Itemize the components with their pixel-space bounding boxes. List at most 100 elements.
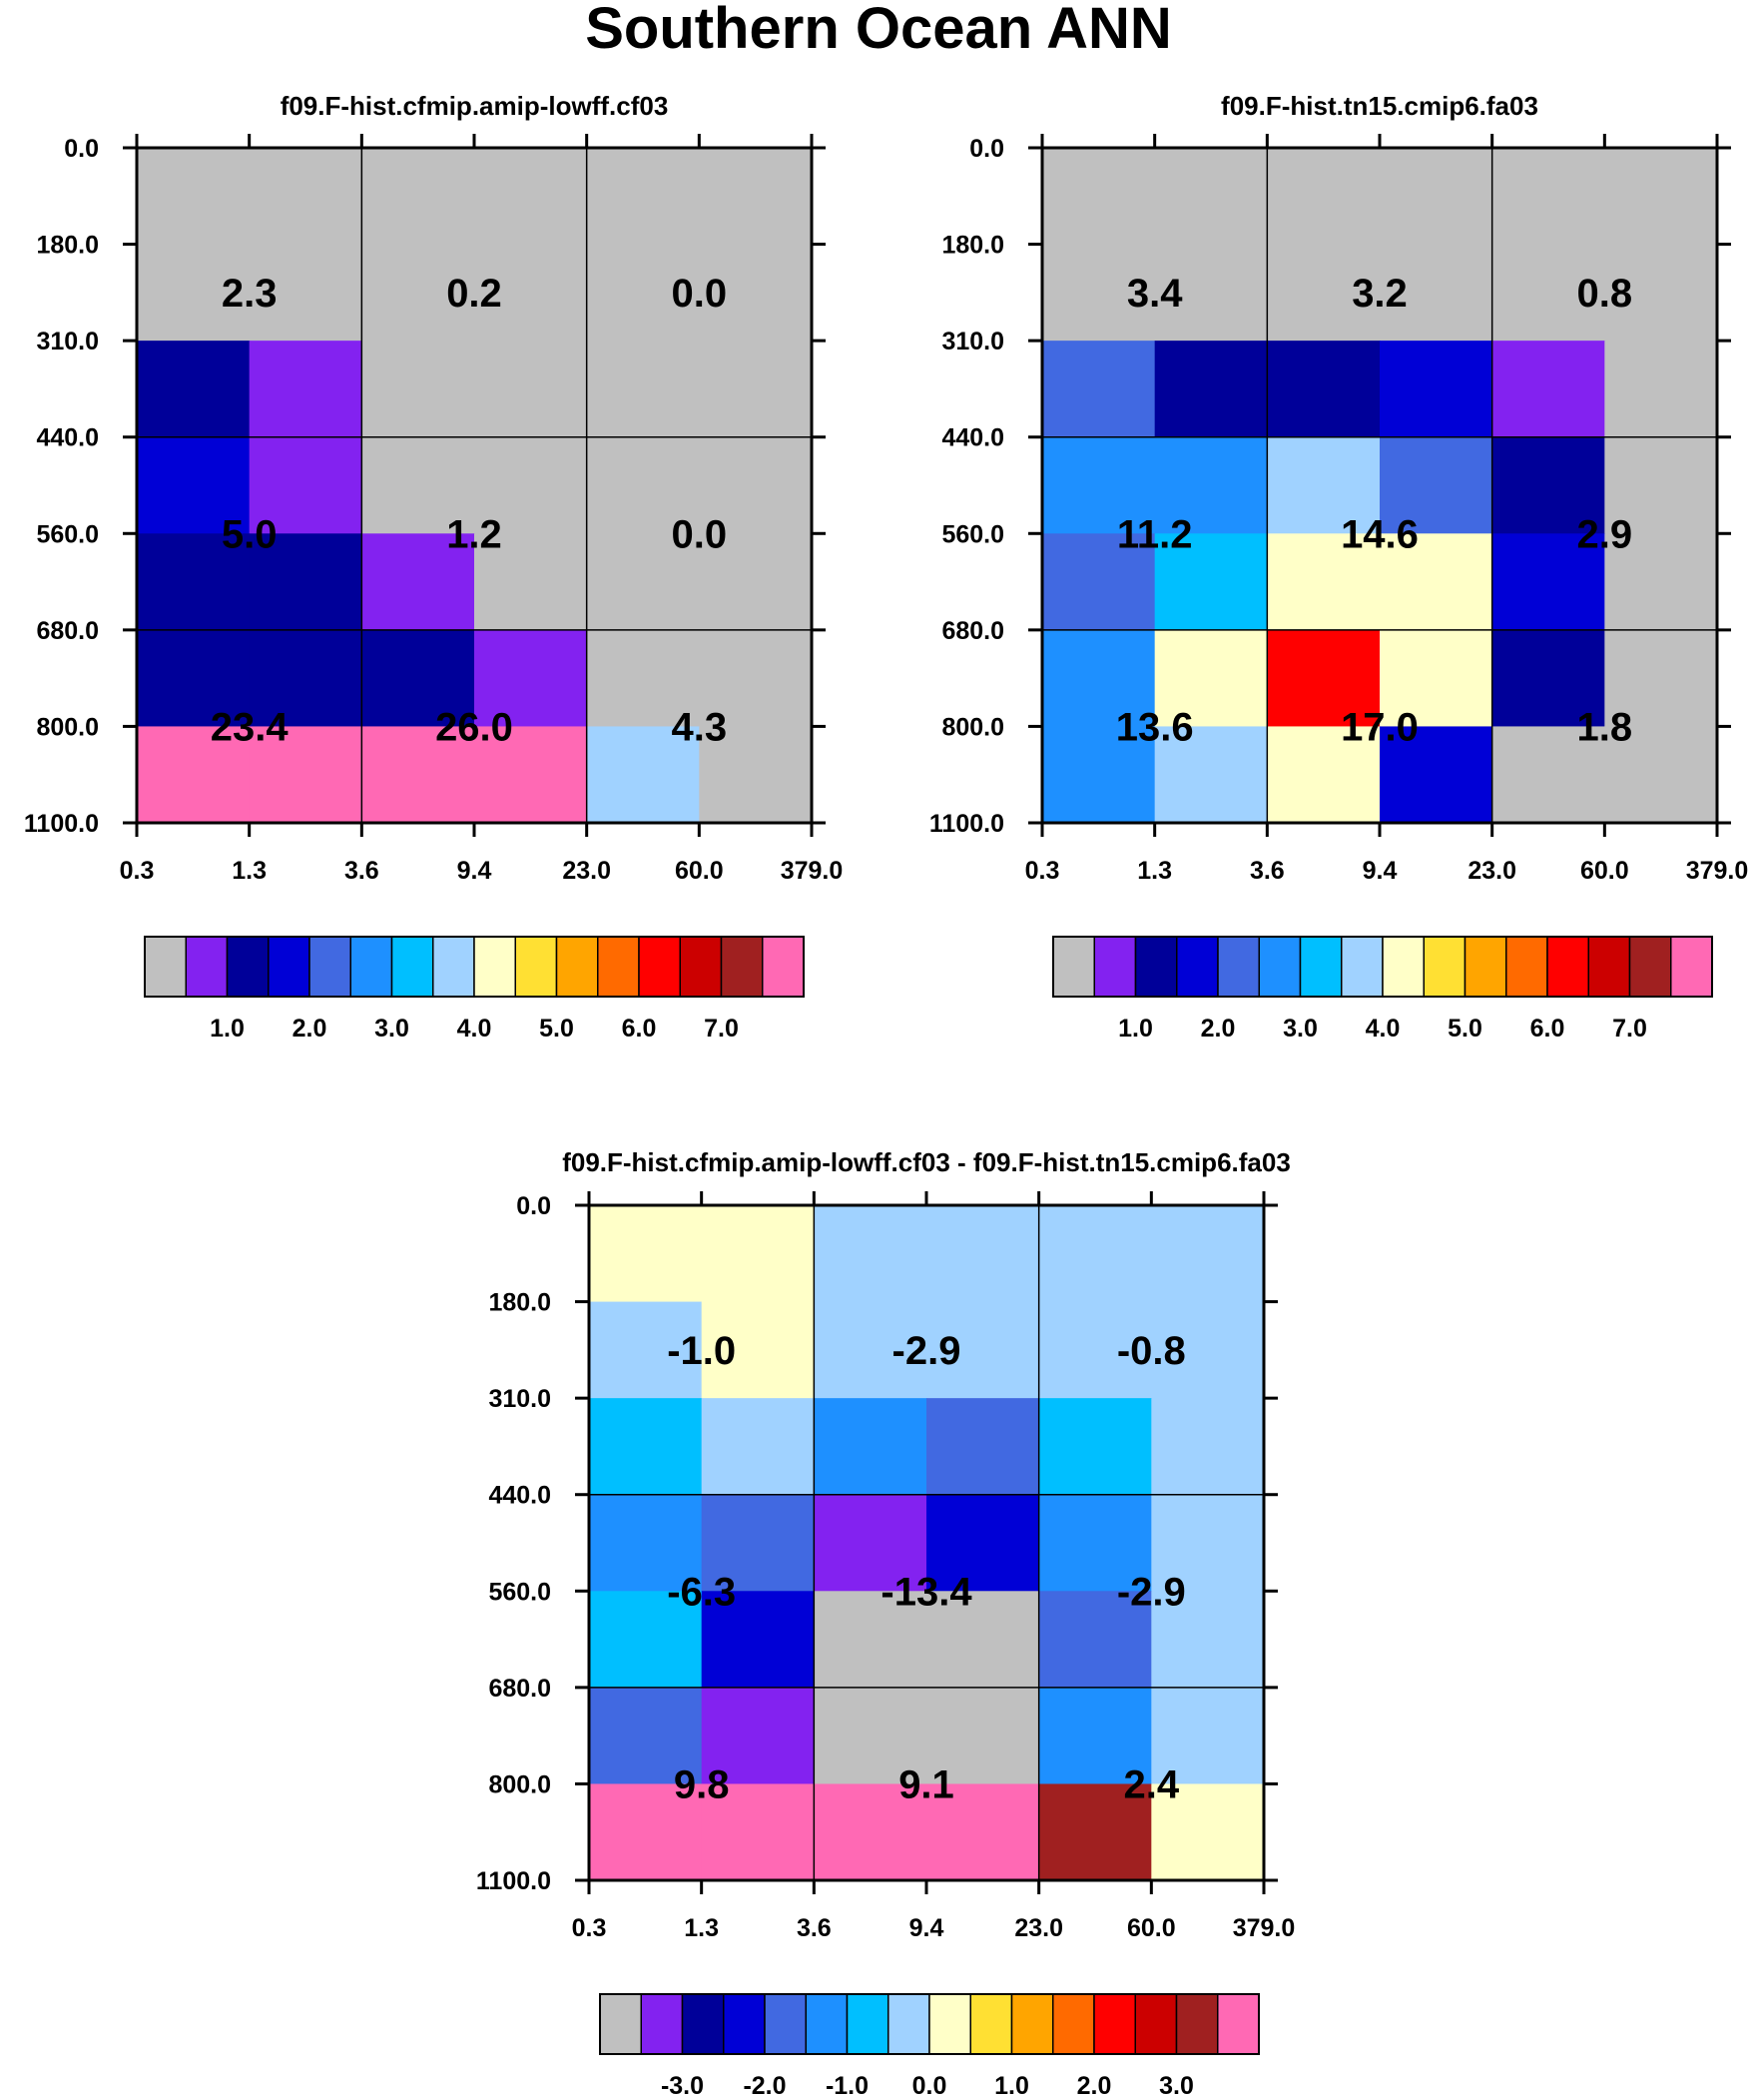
region-value-label: 3.4 <box>1127 272 1183 316</box>
colorbar-label: 1.0 <box>210 1015 245 1043</box>
heatmap-cell <box>474 436 588 534</box>
heatmap-cell <box>926 1494 1040 1592</box>
colorbar-swatch <box>969 1993 1013 2055</box>
region-value-label: 1.2 <box>446 512 502 556</box>
x-tick-label: 60.0 <box>1580 857 1629 885</box>
region-value-label: -6.3 <box>667 1570 736 1614</box>
heatmap-cell <box>699 436 813 534</box>
heatmap-cell <box>1491 629 1605 728</box>
heatmap-cell <box>1267 148 1381 246</box>
heatmap-cell <box>1491 533 1605 631</box>
heatmap-cell <box>1151 1687 1265 1785</box>
heatmap-cell <box>137 726 251 824</box>
heatmap-cell <box>1267 436 1381 534</box>
heatmap-cell <box>701 1783 815 1881</box>
heatmap-cell <box>1491 726 1605 824</box>
heatmap-cell <box>701 1205 815 1303</box>
y-tick-label: 180.0 <box>488 1289 551 1317</box>
heatmap-cell <box>814 1783 927 1881</box>
region-value-label: 11.2 <box>1117 512 1193 556</box>
x-tick-label: 0.3 <box>1025 857 1060 885</box>
colorbar-label: 3.0 <box>1159 2072 1194 2100</box>
colorbar-swatch <box>268 936 310 998</box>
y-tick-label: 0.0 <box>64 135 99 163</box>
heatmap-cell <box>361 726 475 824</box>
heatmap-cell <box>1151 1398 1265 1496</box>
heatmap-cell <box>1042 244 1156 342</box>
heatmap-cell <box>589 1687 703 1785</box>
region-value-label: 9.8 <box>674 1762 730 1806</box>
region-value-label: 0.2 <box>446 272 502 316</box>
y-tick-label: 440.0 <box>36 424 99 452</box>
heatmap-cell <box>1267 341 1381 438</box>
colorbar-swatch <box>681 1993 725 2055</box>
heatmap-cell <box>361 629 475 728</box>
heatmap-cell <box>1042 533 1156 631</box>
region-value-label: 0.8 <box>1577 272 1633 316</box>
heatmap-cell <box>1491 148 1605 246</box>
heatmap-cell <box>1267 244 1381 342</box>
heatmap-cell <box>1038 1687 1152 1785</box>
colorbar-frame <box>599 1993 1260 2055</box>
colorbar-swatch <box>679 936 723 998</box>
colorbar-swatch <box>1176 936 1219 998</box>
heatmap-cell <box>814 1301 927 1399</box>
heatmap-cell <box>926 1205 1040 1303</box>
colorbar-swatch <box>1423 936 1467 998</box>
heatmap-cell <box>586 148 700 246</box>
y-tick-label: 680.0 <box>36 617 99 645</box>
y-tick-label: 440.0 <box>941 424 1004 452</box>
heatmap-cell <box>586 533 700 631</box>
colorbar-swatch <box>597 936 640 998</box>
colorbar-swatch <box>1299 936 1343 998</box>
heatmap-cell <box>361 148 475 246</box>
y-tick-label: 680.0 <box>941 617 1004 645</box>
heatmap-cell <box>1380 148 1493 246</box>
heatmap-cell <box>137 244 251 342</box>
heatmap-cell <box>1154 533 1268 631</box>
x-tick-label: 9.4 <box>909 1914 944 1942</box>
heatmap-cell <box>474 533 588 631</box>
colorbar-swatch <box>1217 936 1260 998</box>
colorbar-swatch <box>928 1993 971 2055</box>
heatmap-cell <box>586 436 700 534</box>
heatmap-cell <box>699 341 813 438</box>
colorbar-label: -3.0 <box>661 2072 704 2100</box>
colorbar-label: 2.0 <box>293 1015 327 1043</box>
panel-title: f09.F-hist.cfmip.amip-lowff.cf03 - f09.F… <box>562 1147 1291 1177</box>
heatmap-cell <box>249 148 362 246</box>
colorbar-swatch <box>1052 936 1095 998</box>
heatmap-cell <box>1154 436 1268 534</box>
figure-title: Southern Ocean ANN <box>585 0 1172 61</box>
y-tick-label: 310.0 <box>941 328 1004 355</box>
y-tick-label: 560.0 <box>941 520 1004 548</box>
region-value-label: 9.1 <box>898 1762 954 1806</box>
x-tick-label: 0.3 <box>120 857 155 885</box>
heatmap-cell <box>699 533 813 631</box>
heatmap-cell <box>361 533 475 631</box>
heatmap-cell <box>589 1494 703 1592</box>
colorbar-swatch <box>764 1993 807 2055</box>
colorbar-swatch <box>1010 1993 1054 2055</box>
colorbar-label: 6.0 <box>1530 1015 1565 1043</box>
colorbar-label: 4.0 <box>457 1015 492 1043</box>
heatmap-cell <box>1042 341 1156 438</box>
colorbar-label: 1.0 <box>1118 1015 1153 1043</box>
heatmap-cell <box>249 726 362 824</box>
colorbar-swatch <box>1093 936 1137 998</box>
heatmap-cell <box>701 1591 815 1689</box>
colorbar: 1.0 2.0 3.0 4.0 5.0 6.0 7.0 <box>1052 936 1713 1043</box>
heatmap-panel-3: f09.F-hist.cfmip.amip-lowff.cf03 - f09.F… <box>476 1147 1295 2100</box>
region-value-label: -2.9 <box>892 1329 961 1373</box>
heatmap-cell <box>814 1591 927 1689</box>
colorbar-swatch <box>1505 936 1548 998</box>
y-tick-label: 310.0 <box>36 328 99 355</box>
heatmap-cell <box>1604 244 1718 342</box>
heatmap-cell <box>926 1301 1040 1399</box>
heatmap-cell <box>699 629 813 728</box>
region-value-label: -0.8 <box>1117 1329 1186 1373</box>
x-tick-label: 3.6 <box>344 857 379 885</box>
heatmap-cell <box>137 533 251 631</box>
heatmap-cell <box>1042 148 1156 246</box>
y-tick-label: 1100.0 <box>476 1867 551 1895</box>
